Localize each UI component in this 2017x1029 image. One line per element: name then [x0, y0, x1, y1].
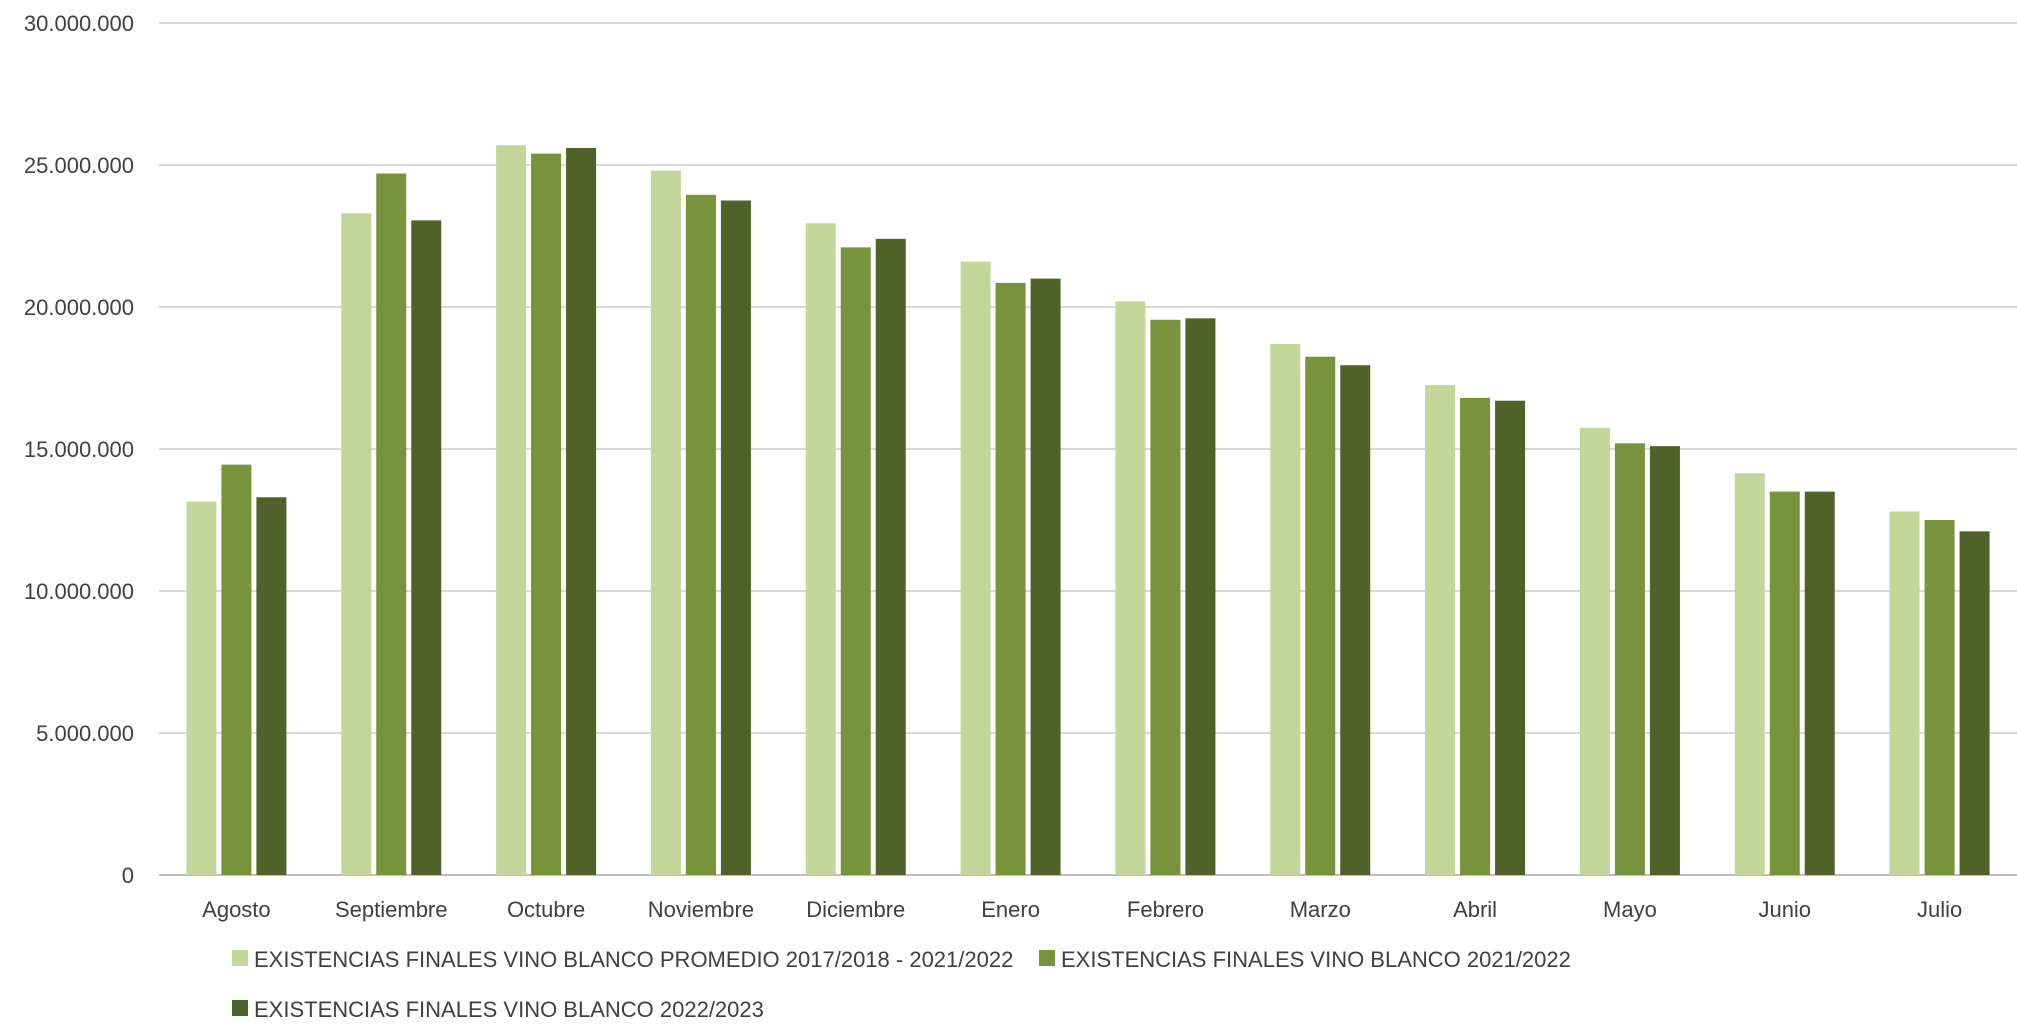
x-category-label: Noviembre: [648, 897, 754, 922]
bar-julio-series-2: [1924, 520, 1955, 875]
bar-febrero-series-2: [1150, 319, 1181, 875]
bar-marzo-series-3: [1340, 365, 1371, 875]
y-axis-tick-labels: 0 5.000.000 10.000.000 15.000.000 20.000.000…: [24, 11, 134, 888]
bar-marzo-series-1: [1270, 343, 1301, 875]
bar-julio-series-3: [1959, 531, 1990, 875]
bar-marzo-series-2: [1305, 356, 1336, 875]
bar-abril-series-1: [1425, 385, 1456, 875]
bar-octubre-series-2: [531, 153, 562, 875]
bar-series: [186, 145, 1990, 876]
legend: EXISTENCIAS FINALES VINO BLANCO PROMEDIO…: [232, 947, 1571, 1022]
bar-septiembre-series-1: [341, 213, 372, 875]
bar-febrero-series-3: [1185, 318, 1216, 875]
x-category-label: Julio: [1917, 897, 1962, 922]
x-axis-category-labels: Agosto Septiembre Octubre Noviembre Diciembr…: [202, 897, 1962, 922]
bar-octubre-series-3: [566, 147, 597, 875]
legend-swatch-1: [232, 950, 248, 966]
bar-septiembre-series-2: [376, 173, 407, 875]
x-category-label: Agosto: [202, 897, 271, 922]
bar-septiembre-series-3: [411, 220, 442, 875]
bar-diciembre-series-2: [840, 247, 871, 876]
bar-junio-series-2: [1769, 491, 1800, 875]
bar-mayo-series-3: [1649, 446, 1680, 875]
x-category-label: Septiembre: [335, 897, 448, 922]
x-category-label: Mayo: [1603, 897, 1657, 922]
legend-label-3: EXISTENCIAS FINALES VINO BLANCO 2022/202…: [254, 997, 764, 1022]
x-category-label: Febrero: [1127, 897, 1204, 922]
bar-agosto-series-3: [256, 497, 287, 875]
bar-junio-series-3: [1804, 491, 1835, 875]
y-tick-label: 5.000.000: [36, 721, 134, 746]
bar-enero-series-1: [960, 261, 991, 875]
y-tick-label: 20.000.000: [24, 295, 134, 320]
y-tick-label: 30.000.000: [24, 11, 134, 36]
legend-label-2: EXISTENCIAS FINALES VINO BLANCO 2021/202…: [1061, 947, 1571, 972]
bar-diciembre-series-1: [805, 223, 836, 876]
legend-swatch-3: [232, 1000, 248, 1016]
x-category-label: Marzo: [1290, 897, 1351, 922]
bar-julio-series-1: [1889, 511, 1920, 875]
bar-agosto-series-2: [221, 464, 252, 875]
x-category-label: Junio: [1758, 897, 1811, 922]
y-tick-label: 10.000.000: [24, 579, 134, 604]
bar-noviembre-series-2: [685, 194, 716, 875]
y-tick-label: 15.000.000: [24, 437, 134, 462]
bar-diciembre-series-3: [875, 238, 906, 876]
x-category-label: Enero: [981, 897, 1040, 922]
bar-abril-series-3: [1495, 400, 1526, 875]
bar-enero-series-3: [1030, 278, 1061, 876]
bar-noviembre-series-1: [650, 170, 681, 875]
x-category-label: Diciembre: [806, 897, 905, 922]
y-tick-label: 0: [122, 863, 134, 888]
x-category-label: Abril: [1453, 897, 1497, 922]
gridlines: [159, 22, 2017, 876]
x-category-label: Octubre: [507, 897, 585, 922]
bar-octubre-series-1: [496, 145, 527, 875]
legend-label-1: EXISTENCIAS FINALES VINO BLANCO PROMEDIO…: [254, 947, 1013, 972]
bar-abril-series-2: [1460, 397, 1491, 875]
bar-mayo-series-2: [1614, 443, 1645, 875]
bar-noviembre-series-3: [720, 200, 751, 875]
bar-mayo-series-1: [1579, 427, 1610, 875]
legend-swatch-2: [1039, 950, 1055, 966]
bar-junio-series-1: [1734, 473, 1765, 875]
y-tick-label: 25.000.000: [24, 153, 134, 178]
bar-agosto-series-1: [186, 501, 217, 875]
bar-enero-series-2: [995, 282, 1026, 875]
bar-febrero-series-1: [1115, 301, 1146, 875]
